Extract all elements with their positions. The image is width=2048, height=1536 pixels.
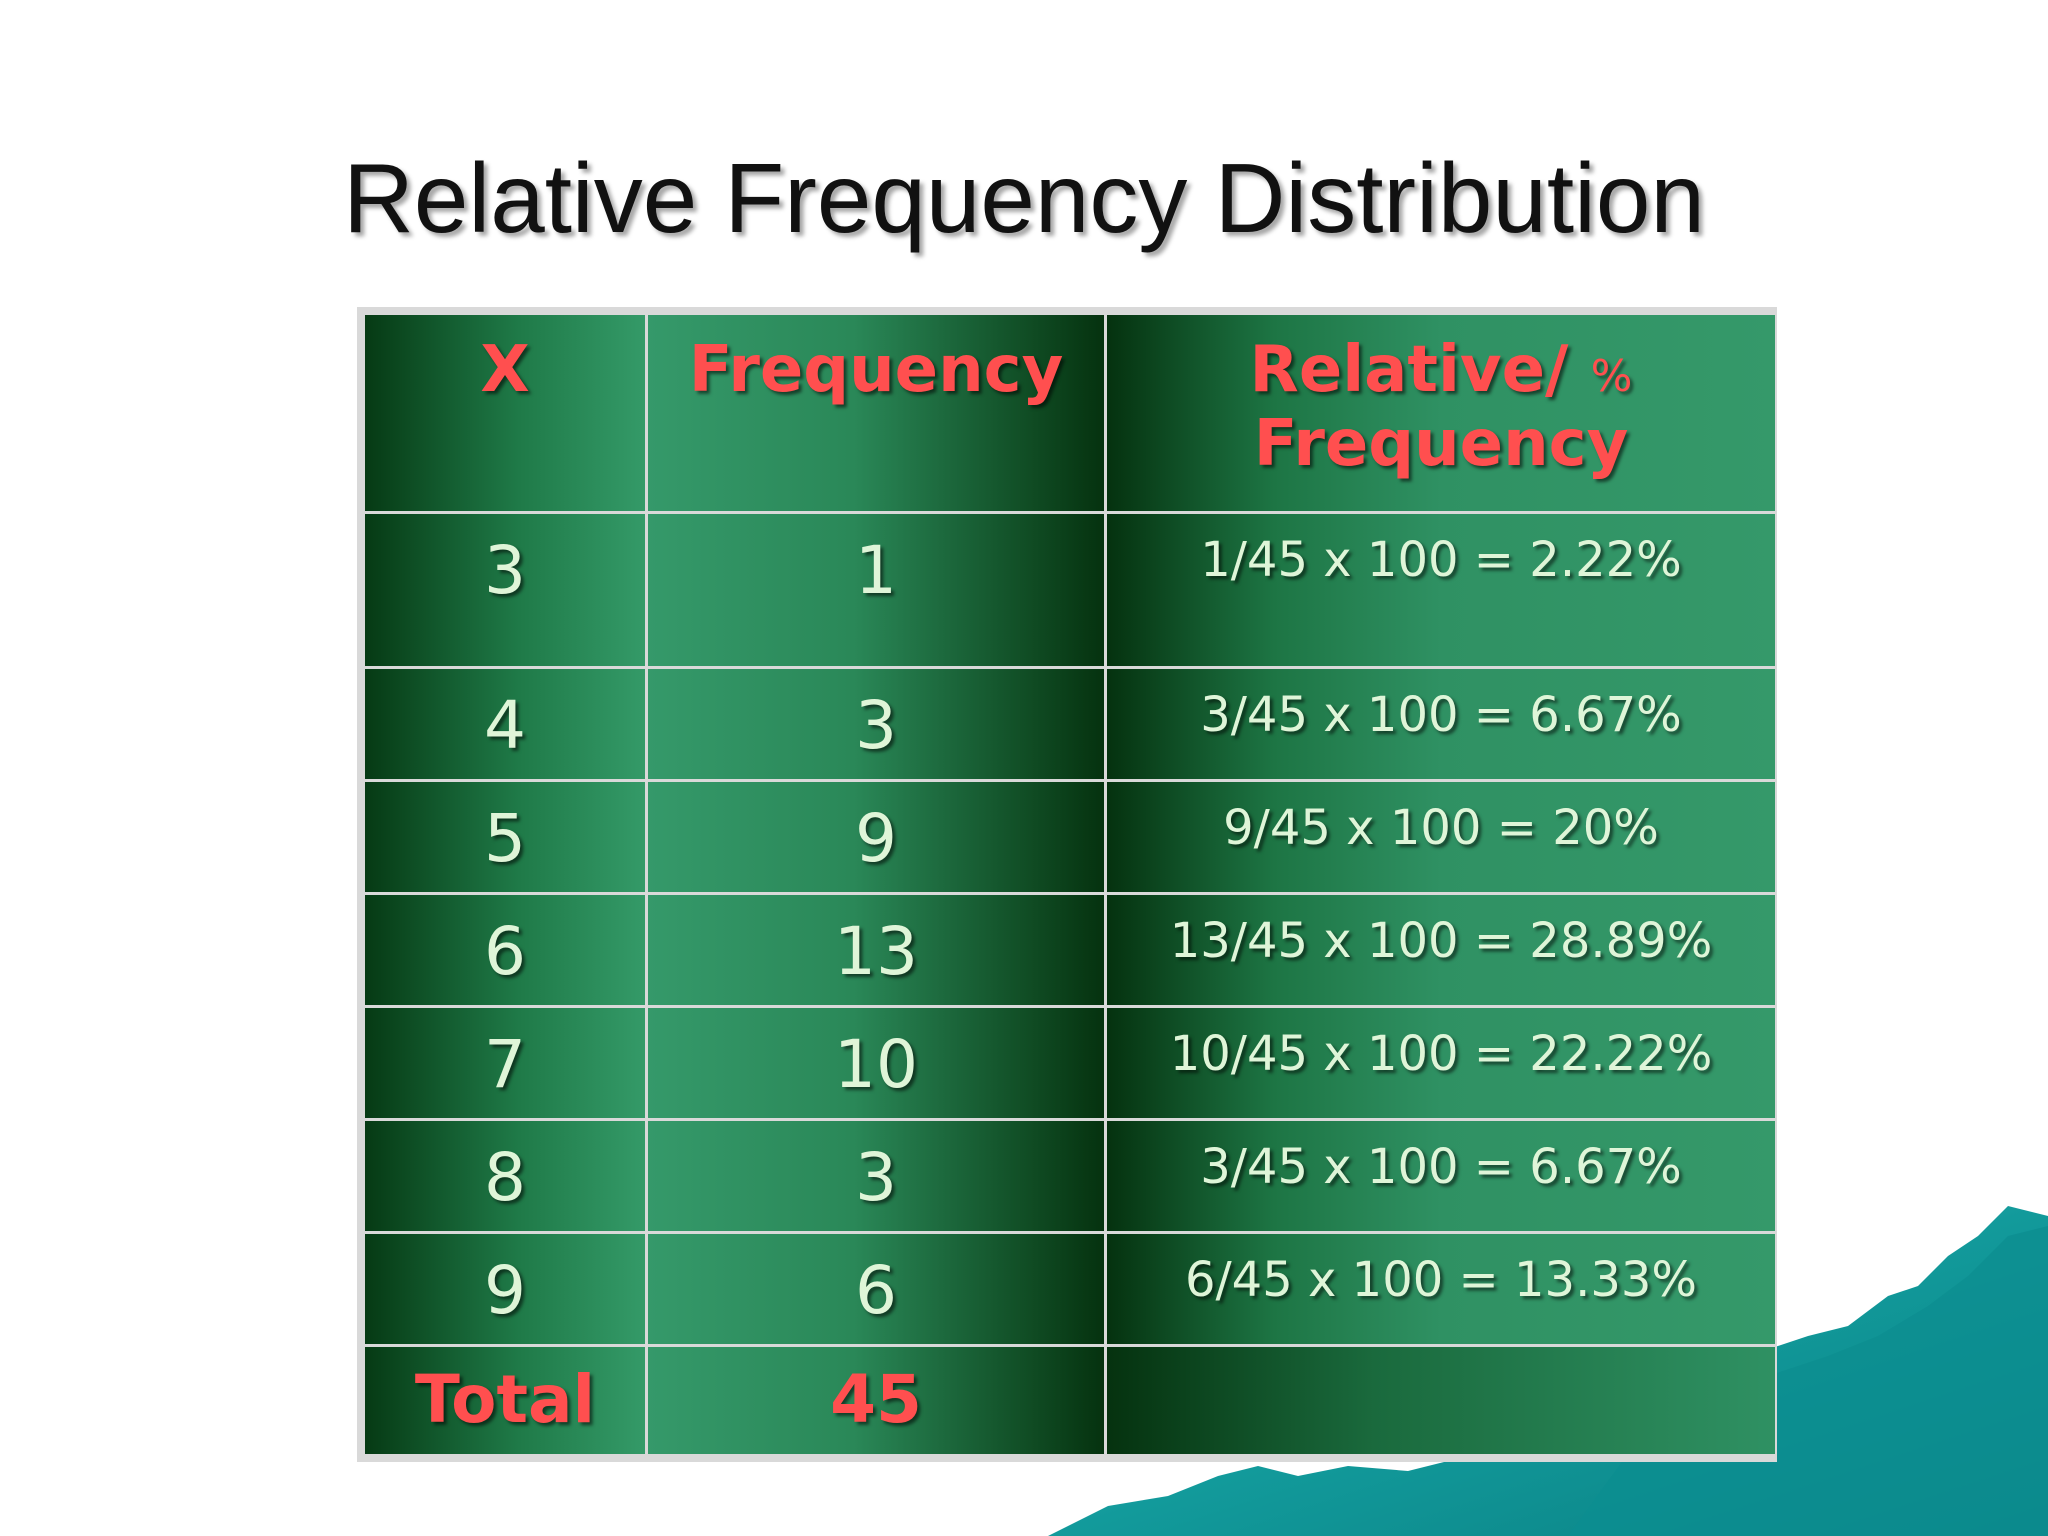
table-row: 5 9 9/45 x 100 = 20% xyxy=(365,782,1775,892)
cell-relative: 9/45 x 100 = 20% xyxy=(1107,782,1775,892)
cell-relative: 1/45 x 100 = 2.22% xyxy=(1107,514,1775,666)
table-total-row: Total 45 xyxy=(365,1347,1775,1454)
cell-frequency: 9 xyxy=(648,782,1104,892)
cell-x: 4 xyxy=(365,669,645,779)
cell-frequency: 1 xyxy=(648,514,1104,666)
cell-x: 9 xyxy=(365,1234,645,1344)
cell-frequency: 10 xyxy=(648,1008,1104,1118)
cell-frequency: 3 xyxy=(648,669,1104,779)
cell-x: 8 xyxy=(365,1121,645,1231)
cell-relative: 3/45 x 100 = 6.67% xyxy=(1107,1121,1775,1231)
frequency-table: X Frequency Relative/ % Frequency 3 1 1/… xyxy=(357,307,1777,1462)
cell-x: 7 xyxy=(365,1008,645,1118)
cell-relative: 3/45 x 100 = 6.67% xyxy=(1107,669,1775,779)
header-relative-line2: Frequency xyxy=(1253,407,1629,481)
cell-relative: 10/45 x 100 = 22.22% xyxy=(1107,1008,1775,1118)
cell-x: 3 xyxy=(365,514,645,666)
header-relative-line1: Relative/ xyxy=(1249,333,1569,407)
table-header-row: X Frequency Relative/ % Frequency xyxy=(365,315,1775,511)
table-row: 7 10 10/45 x 100 = 22.22% xyxy=(365,1008,1775,1118)
cell-x: 6 xyxy=(365,895,645,1005)
table-row: 9 6 6/45 x 100 = 13.33% xyxy=(365,1234,1775,1344)
cell-total-label: Total xyxy=(365,1347,645,1454)
table-row: 4 3 3/45 x 100 = 6.67% xyxy=(365,669,1775,779)
cell-total-relative xyxy=(1107,1347,1775,1454)
header-x: X xyxy=(365,315,645,511)
table-row: 8 3 3/45 x 100 = 6.67% xyxy=(365,1121,1775,1231)
cell-relative: 13/45 x 100 = 28.89% xyxy=(1107,895,1775,1005)
slide-title: Relative Frequency Distribution xyxy=(343,143,1705,253)
cell-frequency: 3 xyxy=(648,1121,1104,1231)
cell-x: 5 xyxy=(365,782,645,892)
cell-relative: 6/45 x 100 = 13.33% xyxy=(1107,1234,1775,1344)
table-row: 3 1 1/45 x 100 = 2.22% xyxy=(365,514,1775,666)
header-relative-frequency: Relative/ % Frequency xyxy=(1107,315,1775,511)
table-row: 6 13 13/45 x 100 = 28.89% xyxy=(365,895,1775,1005)
header-relative-percent: % xyxy=(1590,351,1633,402)
cell-frequency: 13 xyxy=(648,895,1104,1005)
cell-total-frequency: 45 xyxy=(648,1347,1104,1454)
header-frequency: Frequency xyxy=(648,315,1104,511)
cell-frequency: 6 xyxy=(648,1234,1104,1344)
